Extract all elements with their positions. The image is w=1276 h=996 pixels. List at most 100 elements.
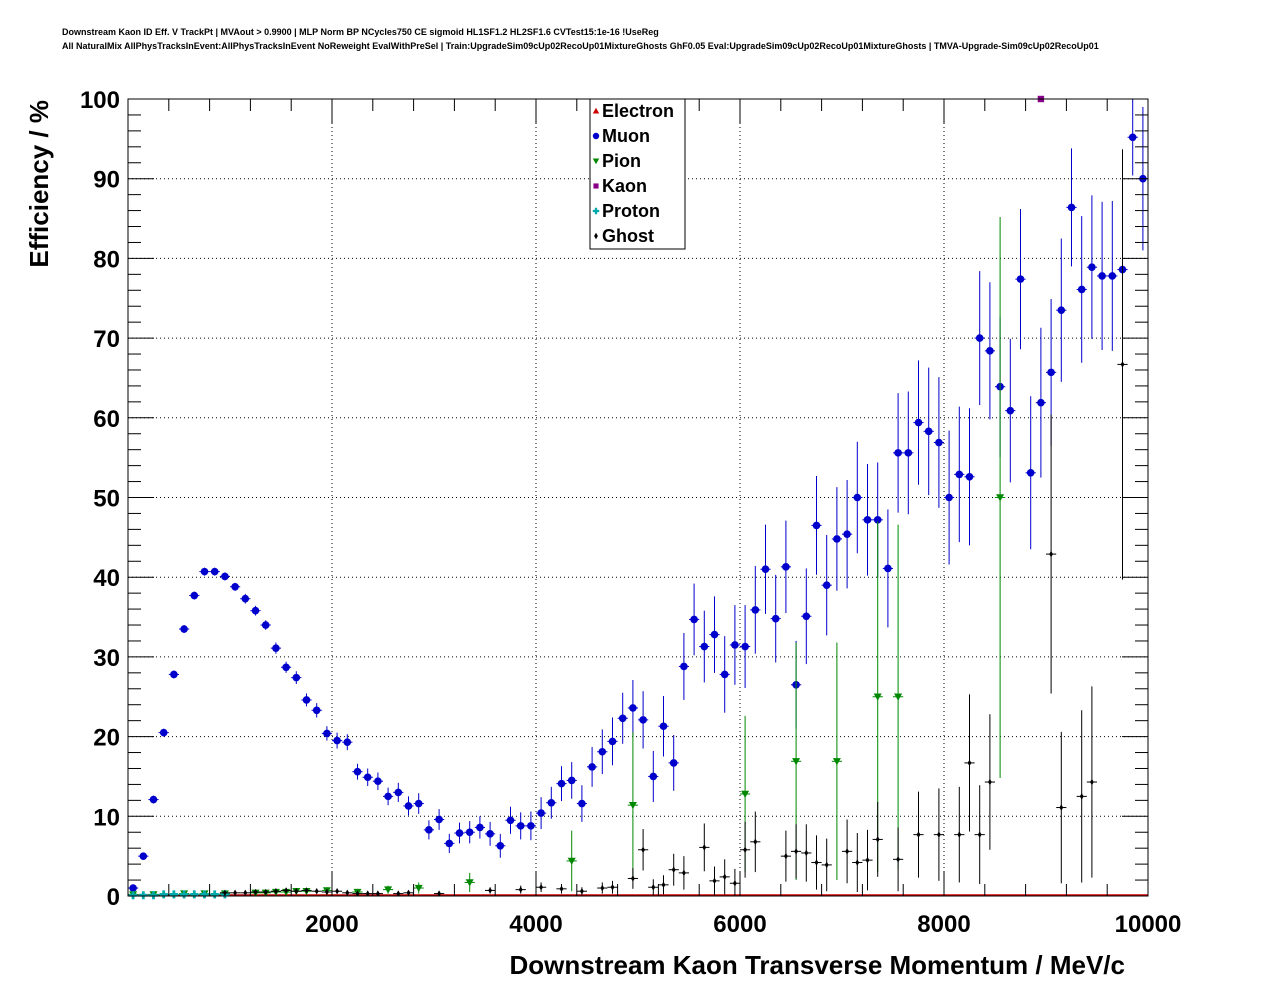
data-point: [139, 852, 148, 860]
data-point: [651, 884, 656, 891]
data-point: [169, 890, 178, 899]
y-tick-label: 100: [80, 87, 120, 114]
data-point: [488, 887, 493, 894]
data-point: [875, 836, 880, 843]
data-point: [936, 831, 941, 838]
data-point: [629, 704, 637, 712]
chart-title-line-2: All NaturalMix AllPhysTracksInEvent:AllP…: [62, 41, 1099, 51]
data-point: [743, 846, 748, 853]
legend-marker-kaon: [593, 183, 599, 189]
data-point: [404, 802, 413, 810]
data-point: [200, 890, 209, 899]
data-point: [1108, 272, 1117, 280]
data-point: [190, 591, 199, 600]
x-tick-label: 10000: [1115, 911, 1182, 938]
data-point: [935, 438, 943, 447]
y-tick-label: 80: [93, 246, 120, 273]
data-point: [261, 621, 270, 629]
data-point: [384, 792, 392, 801]
data-point: [506, 816, 515, 825]
data-point: [732, 880, 737, 887]
data-point: [355, 890, 360, 897]
data-point: [253, 888, 258, 896]
data-point: [233, 889, 238, 897]
data-point: [222, 889, 227, 897]
data-point: [190, 890, 199, 899]
data-point: [1059, 804, 1064, 811]
data-point: [518, 886, 523, 893]
data-point: [661, 881, 666, 889]
data-point: [465, 879, 474, 887]
data-point: [374, 777, 382, 786]
y-tick-label: 30: [93, 645, 120, 672]
x-tick-label: 2000: [305, 911, 358, 938]
data-point: [516, 822, 525, 830]
data-point: [975, 334, 984, 342]
data-point: [649, 772, 658, 781]
axes: 0 10 20 30 40 50 60 70 80 90 100 2000 4000 6000 8000 10…: [80, 87, 1181, 938]
data-point: [741, 642, 749, 651]
data-point: [537, 809, 545, 817]
legend-label-ghost: Ghost: [602, 226, 654, 246]
data-point: [1120, 361, 1125, 368]
data-point: [567, 857, 576, 865]
data-point: [720, 670, 729, 679]
y-tick-label: 10: [93, 804, 120, 831]
data-point: [200, 567, 209, 576]
data-point: [804, 849, 809, 857]
data-point: [414, 799, 423, 808]
legend-marker-muon: [592, 132, 600, 140]
data-point: [700, 642, 709, 651]
data-point: [916, 831, 921, 838]
data-point: [455, 829, 464, 837]
data-point: [1047, 368, 1055, 377]
data-point: [406, 889, 411, 897]
data-point: [753, 838, 758, 846]
data-point: [1057, 306, 1066, 315]
data-point: [894, 693, 903, 701]
data-point: [794, 848, 799, 855]
data-point: [904, 449, 913, 457]
grid: [128, 99, 1148, 896]
data-point: [363, 773, 372, 782]
data-point: [792, 758, 801, 766]
data-point: [1037, 398, 1045, 407]
data-point: [987, 778, 992, 786]
data-point: [435, 815, 443, 824]
data-point: [894, 449, 902, 457]
data-point: [965, 472, 974, 481]
data-point: [630, 875, 635, 882]
data-point: [1049, 550, 1054, 558]
data-point: [567, 776, 576, 785]
data-point: [129, 891, 138, 900]
y-tick-label: 40: [93, 565, 120, 592]
data-point: [610, 884, 615, 891]
data-point: [323, 729, 331, 738]
legend-label-muon: Muon: [602, 126, 650, 146]
chart-title-line-1: Downstream Kaon ID Eff. V TrackPt | MVAo…: [62, 27, 659, 37]
y-tick-label: 60: [93, 406, 120, 433]
data-point: [539, 884, 544, 891]
data-point: [873, 516, 882, 524]
data-point: [210, 890, 219, 899]
y-tick-label: 20: [93, 725, 120, 752]
data-point: [751, 606, 760, 614]
data-point: [527, 822, 535, 830]
data-point: [669, 759, 678, 767]
data-point: [853, 493, 862, 502]
data-point: [294, 888, 299, 895]
data-point: [812, 521, 821, 530]
data-point: [496, 841, 505, 850]
data-point: [986, 347, 994, 355]
data-point: [384, 886, 393, 894]
data-point: [414, 884, 423, 893]
data-point: [476, 823, 484, 832]
data-point: [1088, 263, 1096, 271]
data-point: [1077, 285, 1086, 294]
data-point: [680, 662, 688, 671]
data-point: [302, 696, 311, 704]
legend-label-proton: Proton: [602, 201, 660, 221]
data-point: [578, 799, 586, 808]
data-point: [845, 848, 850, 855]
